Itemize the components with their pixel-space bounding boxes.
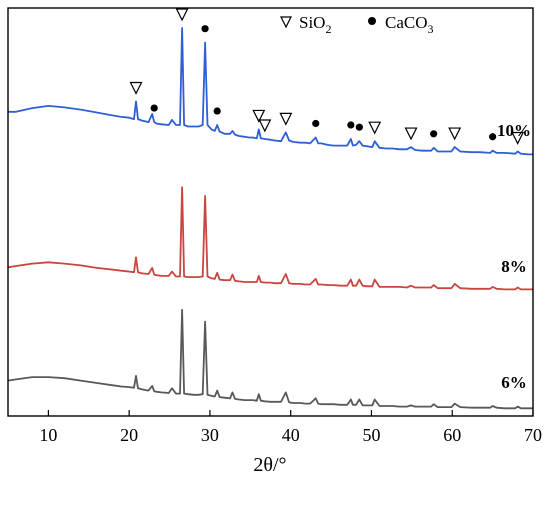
plot-background <box>8 8 533 416</box>
sio2-peak-marker <box>511 131 525 145</box>
x-axis-label: 2θ/° <box>253 454 286 476</box>
caco3-peak-marker <box>489 133 497 141</box>
sio2-peak-marker <box>129 81 143 95</box>
x-tick-label: 20 <box>120 425 138 445</box>
caco3-peak-marker <box>201 25 209 33</box>
x-tick-label: 70 <box>524 425 542 445</box>
caco3-peak-marker <box>430 130 438 138</box>
legend: SiO2 CaCO3 <box>280 13 434 36</box>
series-label-3: 6% <box>501 373 527 392</box>
series-line-2 <box>7 186 533 291</box>
legend-label-2: CaCO3 <box>385 13 434 36</box>
legend-label-subscript: 2 <box>325 22 331 36</box>
peak-marker-layer <box>129 8 525 145</box>
sio2-peak-marker <box>368 121 382 135</box>
legend-caco3-marker <box>368 17 376 25</box>
sio2-peak-marker <box>175 8 189 22</box>
caco3-peak-marker <box>312 119 320 128</box>
legend-label-subscript: 3 <box>428 22 434 36</box>
series-line-1 <box>8 27 533 156</box>
caco3-peak-marker <box>150 104 158 112</box>
x-tick-label: 10 <box>39 425 57 445</box>
series-layer <box>7 27 533 410</box>
x-tick-label: 60 <box>443 425 461 445</box>
x-tick-label: 40 <box>282 425 300 445</box>
sio2-peak-marker <box>252 109 266 123</box>
series-label-layer: 10% 8% 6% <box>497 121 531 392</box>
sio2-peak-marker <box>279 112 293 126</box>
x-tick-layer: 10 20 30 40 50 60 70 <box>39 410 542 445</box>
x-tick-label: 50 <box>362 425 380 445</box>
sio2-peak-marker <box>258 119 272 133</box>
sio2-peak-marker <box>404 127 418 141</box>
sio2-peak-marker <box>448 127 462 141</box>
legend-sio2-marker <box>280 16 292 29</box>
series-label-1: 10% <box>497 121 531 140</box>
axis-box <box>7 7 534 417</box>
caco3-peak-marker <box>213 107 221 115</box>
legend-label-text: CaCO <box>385 13 428 32</box>
series-label-2: 8% <box>501 257 527 276</box>
axis-frame <box>7 7 534 417</box>
x-tick-label: 30 <box>201 425 219 445</box>
series-line-3 <box>7 308 533 410</box>
caco3-peak-marker <box>347 121 355 129</box>
caco3-peak-marker <box>355 123 363 131</box>
legend-label-text: SiO <box>299 13 325 32</box>
plot-area <box>8 8 533 416</box>
legend-label-1: SiO2 <box>299 13 331 36</box>
